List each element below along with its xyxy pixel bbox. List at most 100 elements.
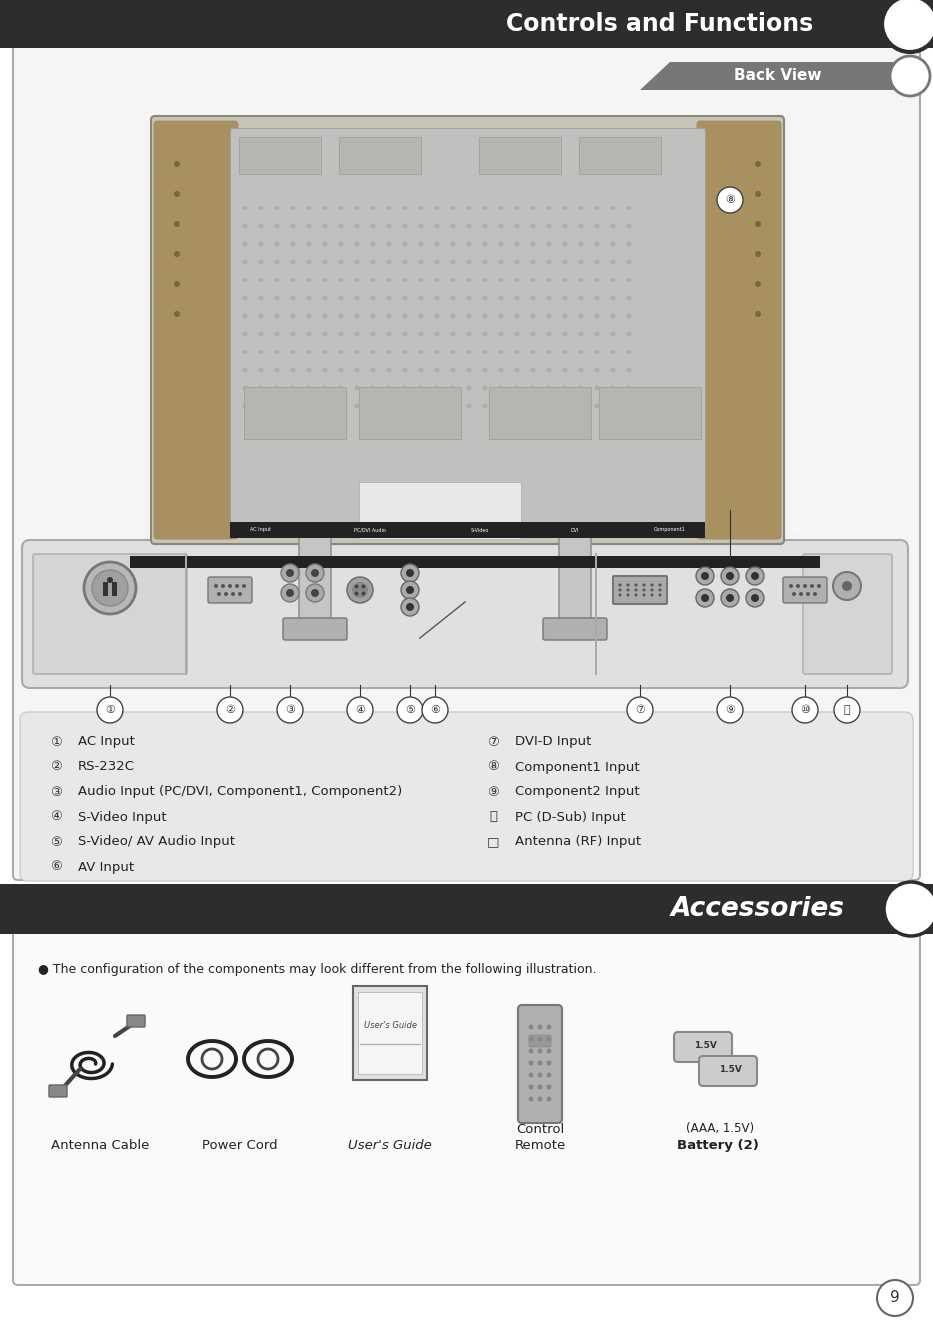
FancyBboxPatch shape bbox=[559, 523, 591, 622]
Circle shape bbox=[696, 568, 714, 585]
Circle shape bbox=[528, 1085, 534, 1090]
Circle shape bbox=[701, 572, 709, 579]
Circle shape bbox=[174, 311, 180, 318]
Text: ⑥: ⑥ bbox=[50, 860, 62, 873]
Circle shape bbox=[435, 295, 439, 300]
Circle shape bbox=[610, 349, 616, 355]
Circle shape bbox=[514, 332, 520, 336]
Circle shape bbox=[258, 314, 263, 319]
Circle shape bbox=[307, 368, 312, 373]
Circle shape bbox=[528, 1036, 534, 1041]
FancyBboxPatch shape bbox=[803, 554, 892, 673]
Circle shape bbox=[290, 404, 296, 409]
Circle shape bbox=[419, 259, 424, 265]
FancyBboxPatch shape bbox=[518, 1005, 562, 1123]
Circle shape bbox=[243, 404, 247, 409]
FancyBboxPatch shape bbox=[579, 138, 661, 175]
FancyBboxPatch shape bbox=[613, 576, 667, 605]
Text: ②: ② bbox=[50, 761, 62, 774]
Circle shape bbox=[323, 385, 327, 390]
Circle shape bbox=[243, 368, 247, 373]
Circle shape bbox=[355, 385, 359, 390]
Circle shape bbox=[274, 278, 280, 283]
Circle shape bbox=[746, 589, 764, 607]
Circle shape bbox=[643, 589, 646, 591]
Circle shape bbox=[578, 349, 583, 355]
Circle shape bbox=[339, 205, 343, 210]
Text: ⑦: ⑦ bbox=[635, 705, 645, 714]
Circle shape bbox=[307, 295, 312, 300]
Text: PC (D-Sub) Input: PC (D-Sub) Input bbox=[515, 811, 626, 823]
FancyBboxPatch shape bbox=[283, 618, 347, 640]
Circle shape bbox=[659, 589, 661, 591]
Circle shape bbox=[626, 404, 632, 409]
Circle shape bbox=[610, 314, 616, 319]
Circle shape bbox=[789, 583, 793, 587]
Circle shape bbox=[386, 278, 392, 283]
Text: AC Input: AC Input bbox=[78, 736, 135, 749]
Circle shape bbox=[419, 404, 424, 409]
Circle shape bbox=[578, 385, 583, 390]
Circle shape bbox=[370, 224, 375, 229]
Circle shape bbox=[84, 562, 136, 614]
Circle shape bbox=[174, 161, 180, 167]
Circle shape bbox=[882, 0, 933, 52]
Circle shape bbox=[339, 295, 343, 300]
FancyBboxPatch shape bbox=[13, 929, 920, 1285]
Circle shape bbox=[563, 295, 567, 300]
FancyBboxPatch shape bbox=[208, 577, 252, 603]
Circle shape bbox=[355, 295, 359, 300]
Circle shape bbox=[451, 295, 455, 300]
Circle shape bbox=[594, 349, 600, 355]
Circle shape bbox=[435, 278, 439, 283]
Circle shape bbox=[386, 295, 392, 300]
Circle shape bbox=[498, 349, 504, 355]
Text: S-Video/ AV Audio Input: S-Video/ AV Audio Input bbox=[78, 836, 235, 848]
FancyBboxPatch shape bbox=[529, 1035, 551, 1046]
Circle shape bbox=[528, 1024, 534, 1029]
Text: 1.5V: 1.5V bbox=[718, 1065, 742, 1074]
Text: ⑪: ⑪ bbox=[843, 705, 850, 714]
FancyBboxPatch shape bbox=[479, 138, 561, 175]
Circle shape bbox=[594, 295, 600, 300]
Circle shape bbox=[482, 242, 488, 246]
Circle shape bbox=[307, 259, 312, 265]
Bar bbox=[230, 523, 705, 538]
Circle shape bbox=[290, 259, 296, 265]
Circle shape bbox=[884, 882, 933, 935]
Circle shape bbox=[514, 205, 520, 210]
Circle shape bbox=[352, 582, 368, 598]
Circle shape bbox=[817, 583, 821, 587]
Circle shape bbox=[386, 205, 392, 210]
Circle shape bbox=[610, 404, 616, 409]
Circle shape bbox=[243, 278, 247, 283]
Circle shape bbox=[243, 349, 247, 355]
Circle shape bbox=[890, 56, 930, 97]
Text: Power Cord: Power Cord bbox=[202, 1139, 278, 1152]
Circle shape bbox=[498, 278, 504, 283]
Circle shape bbox=[355, 332, 359, 336]
Circle shape bbox=[290, 278, 296, 283]
Circle shape bbox=[231, 591, 235, 595]
FancyBboxPatch shape bbox=[339, 138, 421, 175]
Circle shape bbox=[594, 259, 600, 265]
Text: ①: ① bbox=[105, 705, 115, 714]
Circle shape bbox=[258, 349, 263, 355]
Text: Remote: Remote bbox=[514, 1139, 565, 1152]
Circle shape bbox=[626, 314, 632, 319]
FancyBboxPatch shape bbox=[699, 1056, 757, 1086]
Circle shape bbox=[466, 278, 471, 283]
Text: Control: Control bbox=[516, 1123, 564, 1136]
Circle shape bbox=[419, 385, 424, 390]
Circle shape bbox=[451, 332, 455, 336]
Circle shape bbox=[531, 259, 536, 265]
Circle shape bbox=[563, 205, 567, 210]
Circle shape bbox=[419, 368, 424, 373]
Circle shape bbox=[498, 295, 504, 300]
Circle shape bbox=[578, 224, 583, 229]
Circle shape bbox=[537, 1049, 542, 1053]
Circle shape bbox=[419, 332, 424, 336]
Circle shape bbox=[531, 295, 536, 300]
Circle shape bbox=[498, 259, 504, 265]
Circle shape bbox=[626, 224, 632, 229]
